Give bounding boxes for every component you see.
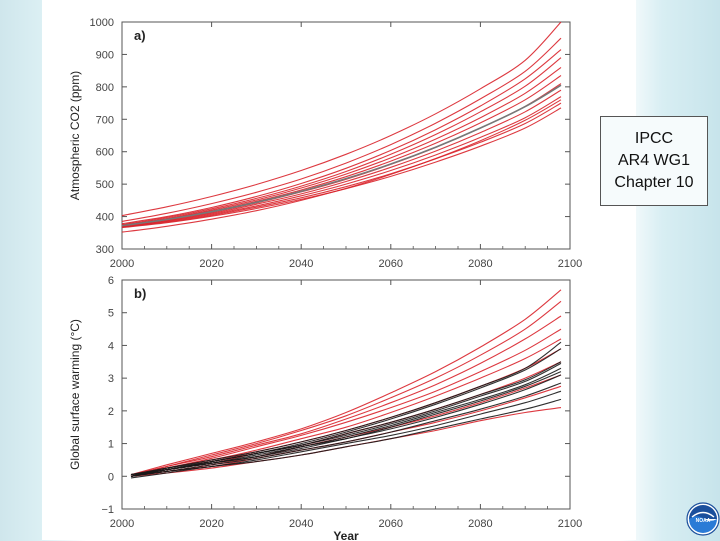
panel-2-ytick-label: 3 xyxy=(108,373,114,385)
series-line-panel-2-red-04 xyxy=(130,328,562,477)
panel-1-ytick-label: 900 xyxy=(96,49,114,61)
panel-2-xlabel: Year xyxy=(333,529,359,540)
series-line-panel-2-red-05 xyxy=(130,338,562,477)
panel-1-xtick-label: 2000 xyxy=(110,258,134,270)
series-line-panel-2-red-01 xyxy=(130,289,562,476)
panel-2-xtick-label: 2020 xyxy=(199,518,223,530)
panel-2-ytick-label: 2 xyxy=(108,406,114,418)
series-line-panel-1-red-01 xyxy=(121,21,562,217)
panel-2-ytick-label: 0 xyxy=(108,471,114,483)
panel-1-ytick-label: 500 xyxy=(96,179,114,191)
series-line-panel-2-red-03 xyxy=(130,315,562,476)
caption-line-1: IPCC xyxy=(634,130,674,147)
series-line-panel-2-red-06 xyxy=(130,348,562,476)
series-line-panel-2-black-07 xyxy=(130,398,562,479)
panel-2-ytick-label: 1 xyxy=(108,439,114,451)
series-line-panel-1-grey-mean xyxy=(121,84,562,227)
caption-line-2: AR4 WG1 xyxy=(617,152,690,169)
series-line-panel-1-red-09 xyxy=(121,96,562,228)
series-line-panel-2-black-05 xyxy=(130,382,562,477)
series-line-panel-2-black-09 xyxy=(130,362,562,476)
panel-1-ytick-label: 400 xyxy=(96,212,114,224)
series-line-panel-1-red-10 xyxy=(121,102,562,228)
panel-1-xtick-label: 2040 xyxy=(289,258,313,270)
panel-1-ytick-label: 600 xyxy=(96,147,114,159)
series-line-panel-1-red-04 xyxy=(121,57,562,226)
panel-2-xtick-label: 2060 xyxy=(379,518,403,530)
series-line-panel-2-red-02 xyxy=(130,300,562,477)
panel-2-xtick-label: 2100 xyxy=(558,518,582,530)
panel-2-tag: b) xyxy=(134,286,146,301)
series-line-panel-2-red-08 xyxy=(130,374,562,477)
chart-svg: 2000 2020 2040 2060 2080 2100 300 400 500 600 700 8… xyxy=(68,17,582,540)
panel-2-ylabel: Global surface warming (°C) xyxy=(68,319,82,470)
panel-2-xtick-label: 2040 xyxy=(289,518,313,530)
series-line-panel-1-red-08 xyxy=(121,89,562,228)
panel-2-ytick-label: −1 xyxy=(101,504,114,516)
series-line-panel-2-black-10 xyxy=(130,371,562,477)
figure-panel: 2000 2020 2040 2060 2080 2100 300 400 500 600 700 8… xyxy=(42,0,636,540)
panel-1-ytick-label: 800 xyxy=(96,82,114,94)
caption-line-3: Chapter 10 xyxy=(614,174,694,191)
noaa-logo-icon: NOAA xyxy=(686,502,720,536)
series-line-panel-1-red-02 xyxy=(121,37,562,222)
series-line-panel-1-red-12 xyxy=(121,99,562,233)
panel-2-ytick-label: 4 xyxy=(108,340,114,352)
series-line-panel-2-black-08 xyxy=(130,341,562,477)
series-line-panel-1-red-03 xyxy=(121,49,562,225)
series-line-panel-1-red-05 xyxy=(121,66,562,226)
panel-1-ytick-label: 1000 xyxy=(90,17,114,29)
panel-2-xtick-label: 2080 xyxy=(468,518,492,530)
logo-text: NOAA xyxy=(696,518,711,524)
panel-2-xtick-label: 2000 xyxy=(110,518,134,530)
panel-1-xtick-label: 2020 xyxy=(199,258,223,270)
panel-2-ytick-label: 5 xyxy=(108,308,114,320)
panel-1-ylabel: Atmospheric CO2 (ppm) xyxy=(68,71,82,200)
panel-1-ytick-label: 300 xyxy=(96,244,114,256)
series-line-panel-1-red-07 xyxy=(121,83,562,227)
panel-1-xtick-label: 2080 xyxy=(468,258,492,270)
panel-1-tag: a) xyxy=(134,28,146,43)
panel-1-xtick-label: 2060 xyxy=(379,258,403,270)
panel-1-ytick-label: 700 xyxy=(96,114,114,126)
panel-1-xtick-label: 2100 xyxy=(558,258,582,270)
panel-2-ytick-label: 6 xyxy=(108,275,114,287)
citation-caption: IPCC AR4 WG1 Chapter 10 xyxy=(600,116,708,206)
